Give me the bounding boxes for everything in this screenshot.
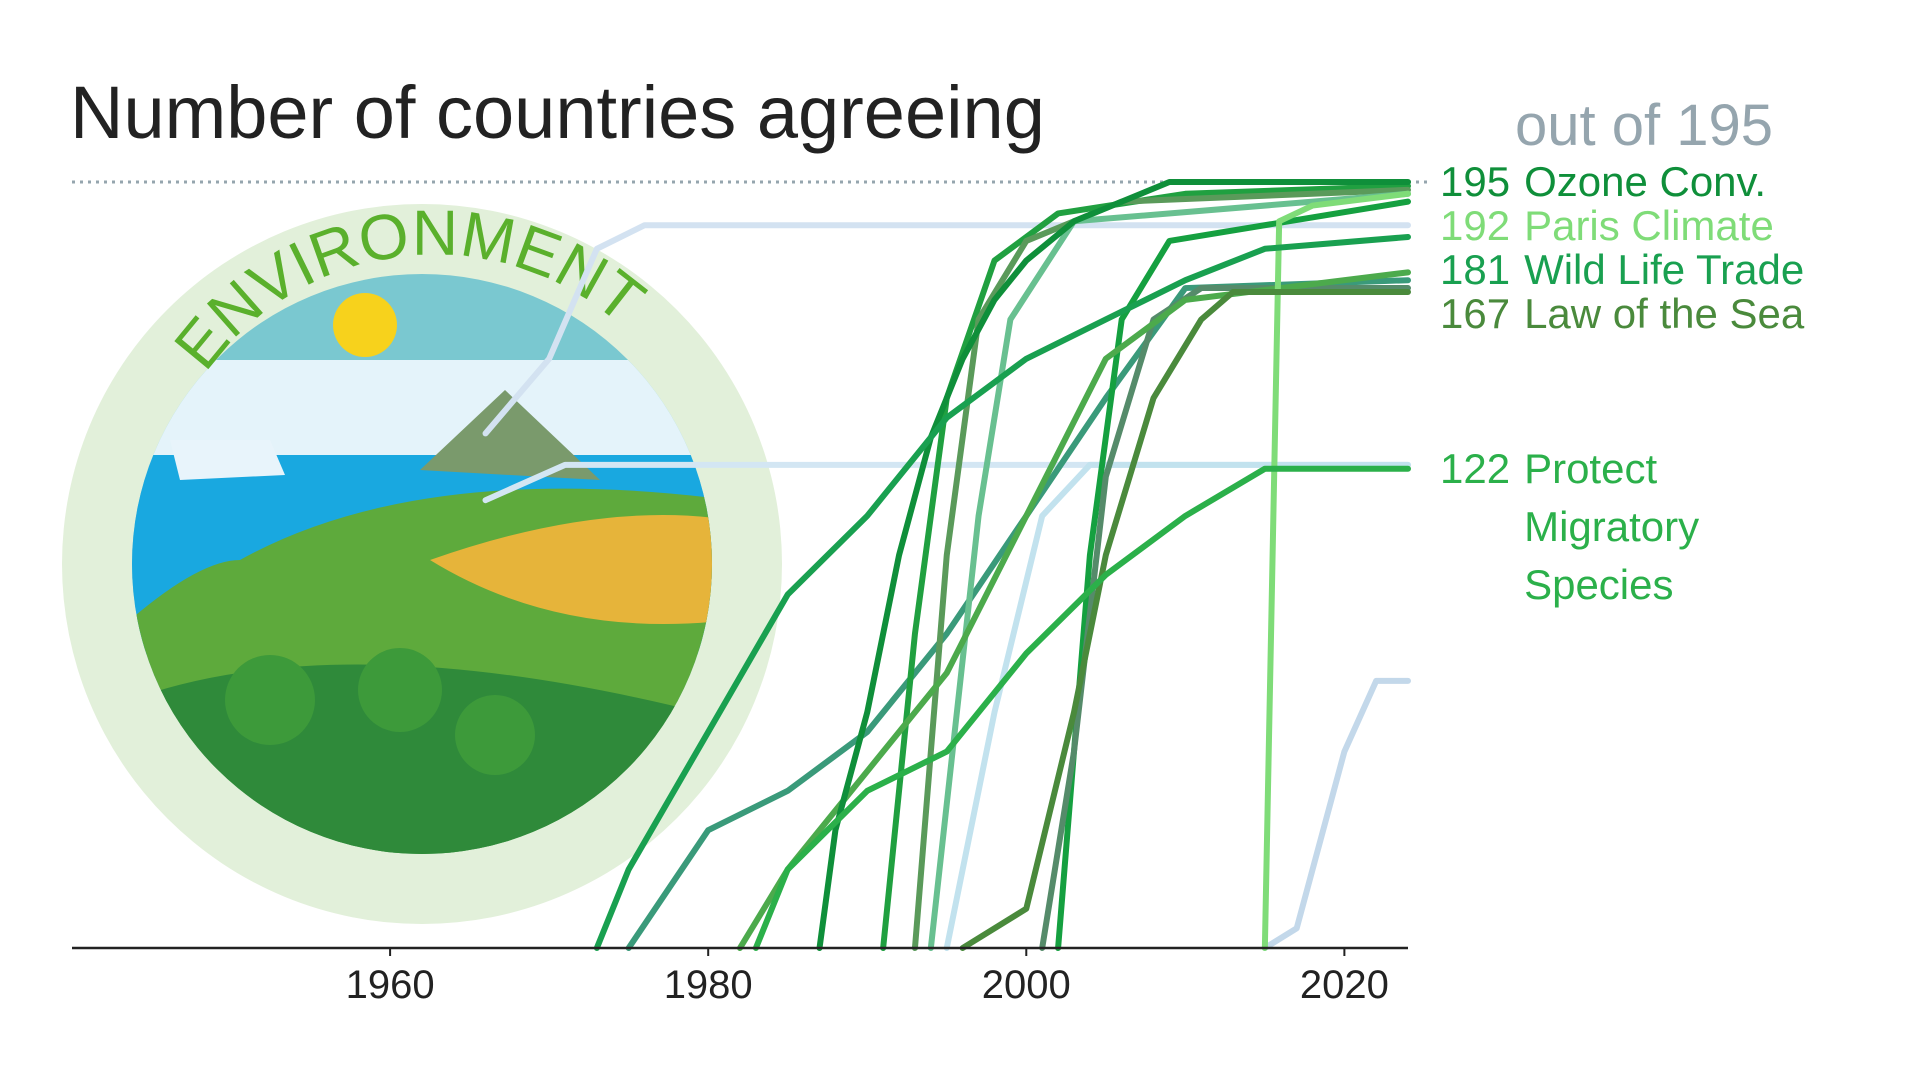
series-line: [1261, 190, 1411, 951]
series-line: [911, 186, 1411, 951]
end-value-label: 181: [1440, 246, 1511, 293]
x-tick-label: 2020: [1300, 963, 1389, 1007]
x-tick-label: 2000: [982, 963, 1071, 1007]
legend-entry: 181 Wild Life Trade: [1440, 241, 1804, 299]
plot: 1960 1980 2000 2020: [72, 179, 1428, 1007]
legend-entry: 167 Law of the Sea: [1440, 285, 1804, 343]
series-name: Law of the Sea: [1524, 290, 1805, 337]
legend-entry: 195 Ozone Conv.: [1440, 153, 1766, 211]
series-line: [752, 465, 1411, 951]
series-name: Paris Climate: [1524, 202, 1774, 249]
legend-entry: 192 Paris Climate: [1440, 197, 1774, 255]
x-tick-label: 1960: [346, 963, 435, 1007]
end-value-label: 122: [1440, 444, 1511, 492]
end-value-label: 192: [1440, 202, 1511, 249]
end-value-label: 167: [1440, 290, 1511, 337]
series-name: Wild Life Trade: [1524, 246, 1805, 293]
series-line: [959, 288, 1411, 951]
series-line: [625, 277, 1411, 951]
series-line: [593, 233, 1411, 951]
series-name: Protect Migratory Species: [1524, 444, 1700, 608]
series-line: [482, 222, 1411, 437]
reference-label: out of 195: [1515, 93, 1773, 158]
series-line: [943, 461, 1411, 951]
series-line: [880, 182, 1411, 951]
series-name: Ozone Conv.: [1524, 158, 1767, 205]
series-line: [927, 190, 1411, 951]
legend-entry: 122 Protect Migratory Species: [1440, 440, 1699, 614]
chart-title: Number of countries agreeing: [70, 71, 1045, 154]
series-line: [816, 179, 1411, 951]
series-line: [1039, 285, 1411, 951]
series-line: [1261, 677, 1411, 951]
illustration: ENVIRONMENT: [62, 197, 782, 924]
x-tick-label: 1980: [664, 963, 753, 1007]
end-value-label: 195: [1440, 158, 1511, 205]
